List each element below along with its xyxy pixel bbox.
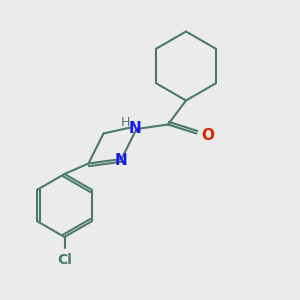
Text: O: O (202, 128, 214, 142)
Text: N: N (115, 153, 128, 168)
Text: Cl: Cl (57, 254, 72, 268)
Text: N: N (129, 121, 141, 136)
Text: H: H (120, 116, 130, 129)
